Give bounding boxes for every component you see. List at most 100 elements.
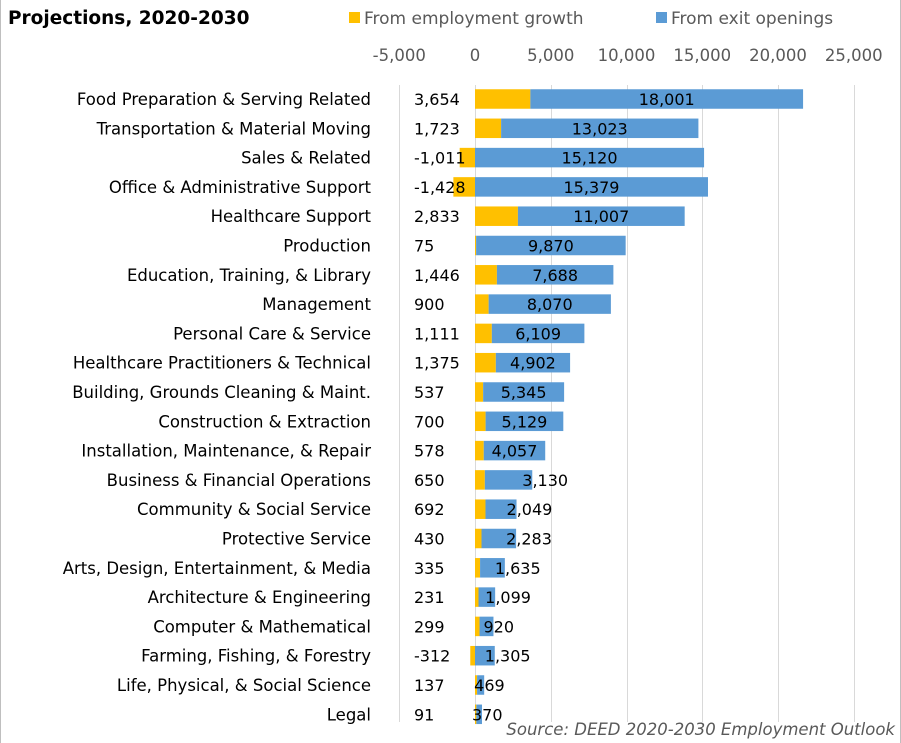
- data-label-employment-growth: 3,654: [414, 90, 460, 109]
- bar-employment-growth: [475, 382, 484, 402]
- data-label-exit-openings: 920: [483, 617, 514, 636]
- bar-exit-openings: [479, 616, 494, 637]
- data-label-employment-growth: -312: [414, 647, 450, 666]
- category-label: Healthcare Support: [211, 207, 372, 226]
- category-label: Office & Administrative Support: [109, 178, 372, 197]
- legend-item-exit-openings: From exit openings: [656, 9, 833, 29]
- bar-exit-openings: [491, 323, 585, 344]
- bar-exit-openings: [480, 558, 505, 578]
- legend-swatch-employment-growth: [349, 12, 360, 23]
- bar-employment-growth: [475, 294, 489, 314]
- bar-exit-openings: [517, 206, 685, 226]
- category-label: Arts, Design, Entertainment, & Media: [63, 559, 371, 578]
- x-tick-label: 10,000: [598, 46, 656, 65]
- bar-exit-openings: [483, 382, 565, 402]
- bar-employment-growth: [475, 675, 478, 695]
- bar-employment-growth: [475, 587, 479, 607]
- data-label-employment-growth: 700: [414, 412, 445, 431]
- data-label-exit-openings: 2,283: [506, 530, 552, 549]
- bar-employment-growth: [475, 411, 486, 432]
- bar-employment-growth: [475, 440, 484, 461]
- data-label-exit-openings: 3,130: [522, 471, 568, 490]
- data-label-exit-openings: 1,635: [495, 559, 541, 578]
- data-label-exit-openings: 1,305: [485, 647, 531, 666]
- data-label-exit-openings: 18,001: [639, 90, 695, 109]
- x-tick-label: 0: [470, 46, 481, 65]
- chart-source: Source: DEED 2020-2030 Employment Outloo…: [506, 720, 895, 739]
- data-label-employment-growth: 900: [414, 295, 445, 314]
- data-label-exit-openings: 4,057: [492, 442, 538, 461]
- data-label-employment-growth: 1,375: [414, 354, 460, 373]
- data-label-employment-growth: 75: [414, 237, 434, 256]
- category-label: Construction & Extraction: [158, 412, 371, 431]
- data-label-employment-growth: 578: [414, 442, 445, 461]
- data-label-employment-growth: 692: [414, 500, 445, 519]
- bar-employment-growth: [475, 235, 477, 256]
- legend-item-employment-growth: From employment growth: [349, 9, 584, 29]
- data-label-employment-growth: 335: [414, 559, 445, 578]
- x-tick-label: -5,000: [373, 46, 426, 65]
- bar-exit-openings: [483, 440, 546, 461]
- bar-exit-openings: [484, 470, 533, 490]
- bar-employment-growth: [475, 206, 518, 226]
- data-label-employment-growth: 2,833: [414, 207, 460, 226]
- bar-exit-openings: [475, 147, 705, 168]
- bar-employment-growth: [470, 645, 475, 666]
- category-label: Transportation & Material Moving: [96, 119, 371, 138]
- bar-employment-growth: [475, 89, 531, 109]
- category-label: Community & Social Service: [137, 500, 371, 519]
- bar-employment-growth: [453, 177, 475, 197]
- data-label-exit-openings: 7,688: [532, 266, 578, 285]
- category-label: Education, Training, & Library: [127, 266, 371, 285]
- bar-employment-growth: [475, 616, 480, 637]
- data-label-employment-growth: 299: [414, 617, 445, 636]
- data-label-employment-growth: 1,723: [414, 119, 460, 138]
- data-label-exit-openings: 5,129: [502, 412, 548, 431]
- data-label-exit-openings: 4,902: [510, 354, 556, 373]
- category-label: Management: [262, 295, 371, 314]
- category-label: Computer & Mathematical: [153, 617, 371, 636]
- bar-employment-growth: [475, 352, 496, 373]
- data-label-exit-openings: 469: [474, 676, 505, 695]
- category-label: Business & Financial Operations: [107, 471, 371, 490]
- category-label: Architecture & Engineering: [148, 588, 371, 607]
- bar-employment-growth: [459, 147, 475, 168]
- data-label-exit-openings: 6,109: [515, 324, 561, 343]
- bar-exit-openings: [477, 675, 485, 695]
- bar-exit-openings: [476, 704, 482, 725]
- data-label-exit-openings: 11,007: [573, 207, 629, 226]
- bar-exit-openings: [495, 352, 571, 373]
- category-label: Legal: [327, 705, 371, 724]
- bar-employment-growth: [475, 558, 481, 578]
- data-label-exit-openings: 2,049: [507, 500, 553, 519]
- bar-exit-openings: [478, 587, 496, 607]
- data-label-exit-openings: 9,870: [528, 237, 574, 256]
- bar-employment-growth: [475, 528, 482, 549]
- x-tick-label: 15,000: [673, 46, 731, 65]
- legend-label-employment-growth: From employment growth: [364, 9, 584, 29]
- category-label: Farming, Fishing, & Forestry: [141, 647, 371, 666]
- data-label-exit-openings: 1,099: [485, 588, 531, 607]
- data-label-exit-openings: 5,345: [501, 383, 547, 402]
- bar-exit-openings: [501, 118, 699, 139]
- bar-employment-growth: [475, 470, 485, 490]
- data-label-employment-growth: 1,111: [414, 324, 460, 343]
- data-label-employment-growth: 1,446: [414, 266, 460, 285]
- bar-exit-openings: [488, 294, 611, 314]
- category-label: Healthcare Practitioners & Technical: [73, 354, 371, 373]
- bar-employment-growth: [475, 323, 492, 344]
- bar-employment-growth: [475, 704, 477, 725]
- bar-exit-openings: [476, 235, 626, 256]
- x-tick-label: 25,000: [825, 46, 883, 65]
- bar-exit-openings: [475, 645, 495, 666]
- category-label: Production: [283, 237, 371, 256]
- data-label-employment-growth: -1,011: [414, 149, 466, 168]
- category-label: Installation, Maintenance, & Repair: [81, 442, 371, 461]
- data-label-employment-growth: 231: [414, 588, 445, 607]
- category-label: Personal Care & Service: [173, 324, 371, 343]
- bar-exit-openings: [481, 528, 517, 549]
- bar-exit-openings: [475, 177, 708, 197]
- data-label-employment-growth: 650: [414, 471, 445, 490]
